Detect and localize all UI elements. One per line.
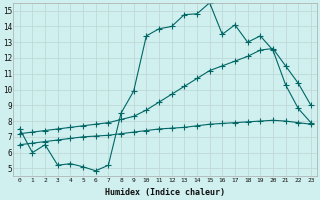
X-axis label: Humidex (Indice chaleur): Humidex (Indice chaleur)	[105, 188, 225, 197]
